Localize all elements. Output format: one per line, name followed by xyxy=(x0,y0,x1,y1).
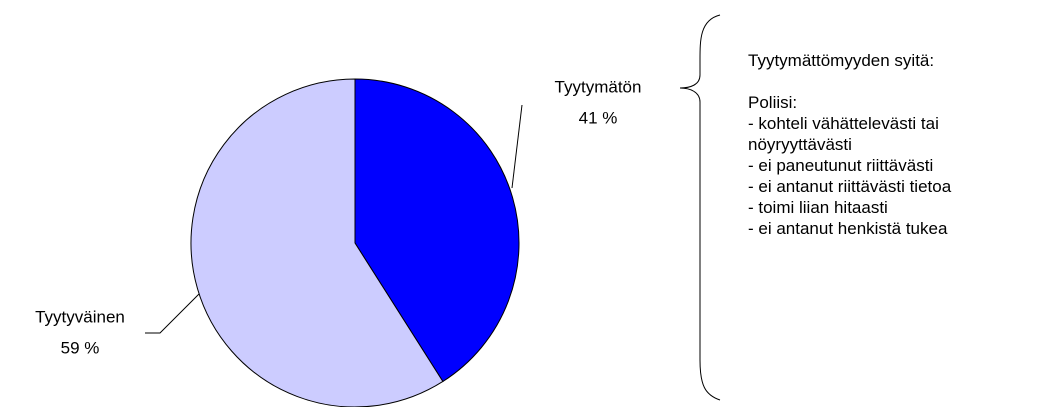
annotation-item: - kohteli vähättelevästi tai nöyryyttävä… xyxy=(748,114,939,154)
slice-value-label: 59 % xyxy=(61,338,100,357)
annotation-item: - ei antanut riittävästi tietoa xyxy=(748,177,952,196)
annotation-item: - ei antanut henkistä tukea xyxy=(748,219,948,238)
annotation-item: - toimi liian hitaasti xyxy=(748,198,888,217)
brace xyxy=(679,14,721,401)
annotation-item: - ei paneutunut riittävästi xyxy=(748,156,934,175)
leader-line xyxy=(511,104,523,189)
leader-line xyxy=(145,287,206,334)
slice-value-label: 41 % xyxy=(579,108,618,127)
pie-slice xyxy=(354,78,520,383)
annotation: Tyytymättömyyden syitä: Poliisi: - kohte… xyxy=(748,50,1038,239)
annotation-subtitle: Poliisi: xyxy=(748,93,798,112)
slice-label: Tyytyväinen xyxy=(35,307,125,326)
annotation-title: Tyytymättömyyden syitä: xyxy=(748,51,935,70)
slice-label: Tyytymätön xyxy=(555,77,642,96)
